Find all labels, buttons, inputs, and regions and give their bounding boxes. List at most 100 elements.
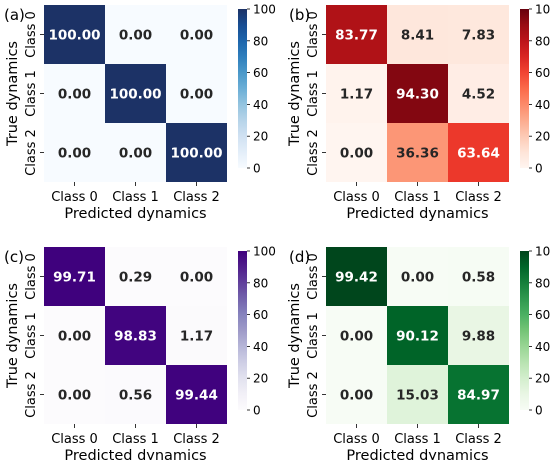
heatmap-panel-2: (c) 99.71 0.29 0.00 0.00 98.83 1.17 0.00 0.56 99.… — [4, 245, 276, 460]
cell-value-label: 94.30 — [396, 87, 439, 103]
colorbar — [520, 251, 529, 410]
heatmap-cell — [448, 306, 509, 365]
cell-value-label: 0.00 — [119, 28, 152, 44]
heatmap-cell — [326, 306, 387, 365]
cell-value-label: 36.36 — [396, 146, 439, 162]
cell-value-label: 63.64 — [457, 146, 500, 162]
heatmap-cell — [166, 365, 227, 424]
y-axis-label: True dynamics — [287, 41, 303, 147]
colorbar-tick-label: 60 — [535, 66, 550, 80]
y-tick-label: Class 2 — [306, 129, 321, 176]
colorbar-tick-label: 100 — [535, 245, 550, 259]
heatmap-cell — [44, 123, 105, 182]
y-tick-label: Class 1 — [306, 70, 321, 117]
cell-value-label: 1.17 — [340, 87, 373, 103]
heatmap-cell — [448, 123, 509, 182]
y-tick-label: Class 0 — [306, 253, 321, 300]
colorbar-tick-label: 0 — [253, 162, 261, 176]
heatmap-cell — [166, 306, 227, 365]
colorbar-tick-label: 20 — [253, 372, 268, 386]
heatmap-cell — [44, 5, 105, 64]
heatmap-cell — [326, 5, 387, 64]
heatmap-panel-3: (d) 99.42 0.00 0.58 0.00 90.12 9.88 0.00 15.03 84… — [287, 245, 550, 460]
heatmap-cell — [448, 5, 509, 64]
x-tick-label: Class 2 — [173, 190, 220, 205]
cell-value-label: 0.29 — [119, 270, 152, 286]
colorbar-tick-label: 0 — [253, 404, 261, 418]
heatmap-cell — [166, 64, 227, 123]
cell-value-label: 99.44 — [175, 388, 218, 404]
colorbar-tick-label: 100 — [253, 245, 276, 259]
colorbar-tick-label: 60 — [253, 308, 268, 322]
heatmap-cell — [166, 5, 227, 64]
colorbar-tick-label: 20 — [253, 130, 268, 144]
colorbar-tick-label: 40 — [535, 98, 550, 112]
cell-value-label: 0.00 — [58, 388, 91, 404]
colorbar — [238, 9, 247, 168]
colorbar-tick-label: 40 — [253, 98, 268, 112]
y-axis-label: True dynamics — [287, 283, 303, 389]
heatmap-cell — [166, 123, 227, 182]
colorbar-tick-label: 40 — [535, 340, 550, 354]
cell-value-label: 1.17 — [180, 329, 213, 345]
heatmap-cell — [387, 247, 448, 306]
x-tick-label: Class 2 — [455, 190, 502, 205]
cell-value-label: 100.00 — [48, 28, 100, 44]
cell-value-label: 0.00 — [180, 87, 213, 103]
panel-label: (a) — [4, 6, 25, 24]
heatmap-cell — [387, 123, 448, 182]
cell-value-label: 99.42 — [335, 270, 378, 286]
heatmap-cell — [326, 247, 387, 306]
cell-value-label: 98.83 — [114, 329, 157, 345]
colorbar-tick-label: 0 — [535, 162, 543, 176]
heatmap-cell — [105, 365, 166, 424]
heatmap-cell — [448, 247, 509, 306]
heatmap-cell — [105, 123, 166, 182]
colorbar-tick-label: 20 — [535, 372, 550, 386]
colorbar-tick-label: 60 — [253, 66, 268, 80]
cell-value-label: 99.71 — [53, 270, 96, 286]
x-axis-label: Predicted dynamics — [346, 448, 488, 460]
cell-value-label: 0.00 — [180, 28, 213, 44]
x-tick-label: Class 1 — [112, 432, 159, 447]
colorbar-tick-label: 0 — [535, 404, 543, 418]
y-tick-label: Class 0 — [24, 11, 39, 58]
x-axis-label: Predicted dynamics — [346, 206, 488, 222]
heatmap-cell — [44, 365, 105, 424]
x-tick-label: Class 2 — [455, 432, 502, 447]
cell-value-label: 9.88 — [462, 329, 495, 345]
cell-value-label: 0.00 — [58, 329, 91, 345]
cell-value-label: 0.00 — [340, 329, 373, 345]
colorbar-tick-label: 80 — [535, 276, 550, 290]
colorbar-tick-label: 40 — [253, 340, 268, 354]
heatmap-cell — [448, 365, 509, 424]
cell-value-label: 0.00 — [340, 146, 373, 162]
cell-value-label: 100.00 — [170, 146, 222, 162]
panel-label: (c) — [4, 248, 24, 266]
x-tick-label: Class 1 — [394, 432, 441, 447]
cell-value-label: 0.00 — [58, 146, 91, 162]
y-axis-label: True dynamics — [5, 41, 21, 147]
colorbar-tick-label: 20 — [535, 130, 550, 144]
heatmap-cell — [326, 365, 387, 424]
y-tick-label: Class 1 — [306, 312, 321, 359]
heatmap-cell — [166, 247, 227, 306]
y-tick-label: Class 2 — [24, 371, 39, 418]
cell-value-label: 0.58 — [462, 270, 495, 286]
cell-value-label: 0.00 — [119, 146, 152, 162]
cell-value-label: 8.41 — [401, 28, 434, 44]
cell-value-label: 90.12 — [396, 329, 439, 345]
cell-value-label: 83.77 — [335, 28, 378, 44]
cell-value-label: 0.00 — [58, 87, 91, 103]
panel-label: (b) — [289, 6, 310, 24]
colorbar-tick-label: 100 — [253, 3, 276, 17]
y-axis-label: True dynamics — [5, 283, 21, 389]
heatmap-cell — [387, 365, 448, 424]
colorbar-tick-label: 80 — [253, 276, 268, 290]
y-tick-label: Class 1 — [24, 312, 39, 359]
colorbar-tick-label: 80 — [253, 34, 268, 48]
heatmap-cell — [387, 306, 448, 365]
x-axis-label: Predicted dynamics — [64, 448, 206, 460]
colorbar-tick-label: 100 — [535, 3, 550, 17]
cell-value-label: 0.00 — [340, 388, 373, 404]
